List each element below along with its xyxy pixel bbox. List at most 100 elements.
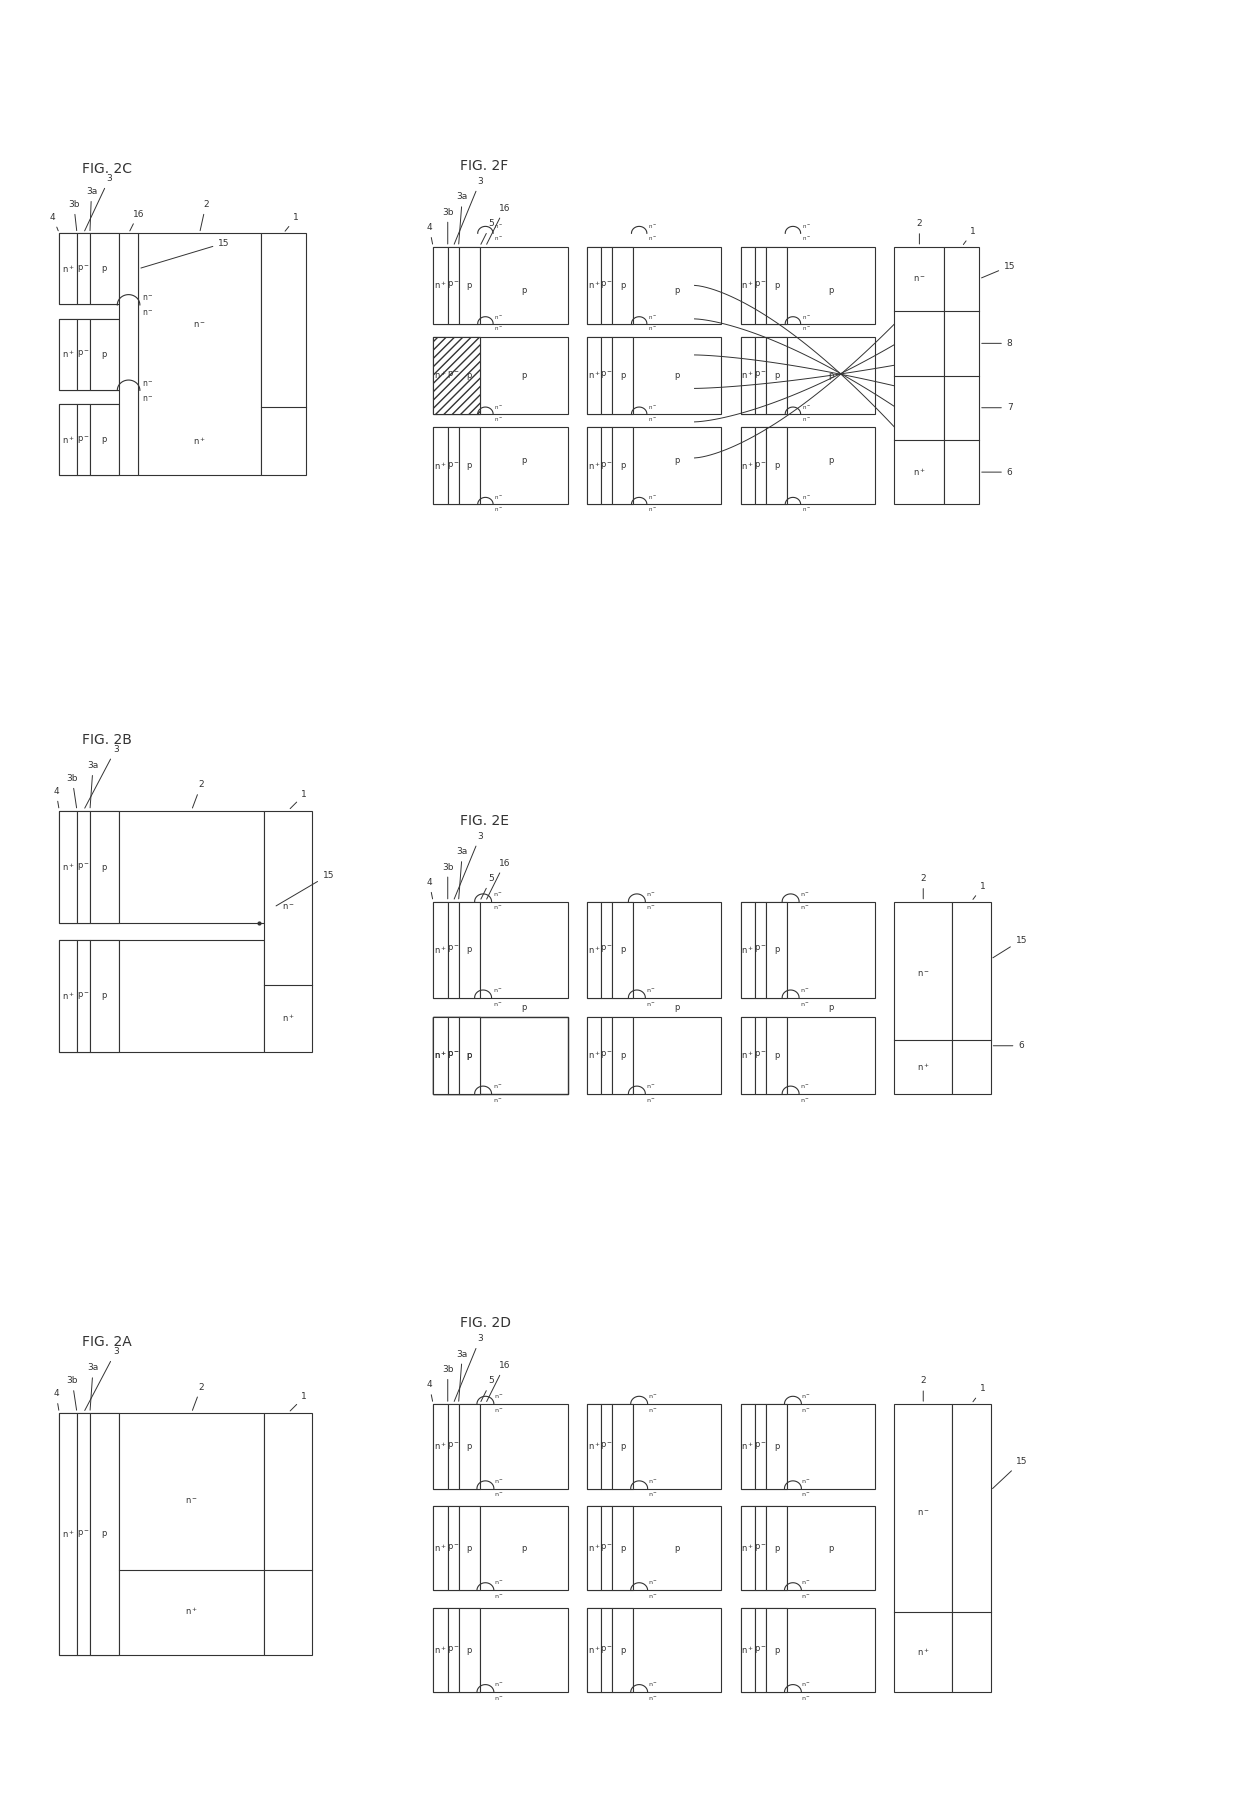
Bar xyxy=(613,901,634,998)
Bar xyxy=(480,1607,568,1692)
Text: n$^-$: n$^-$ xyxy=(801,1492,811,1500)
Text: n$^-$: n$^-$ xyxy=(649,315,657,322)
Bar xyxy=(433,336,480,414)
Bar xyxy=(60,1413,77,1654)
Text: n$^-$: n$^-$ xyxy=(492,1082,502,1091)
Text: 4: 4 xyxy=(427,223,433,245)
Text: 2: 2 xyxy=(192,1383,203,1410)
Text: p$^-$: p$^-$ xyxy=(77,263,89,275)
Text: p: p xyxy=(466,370,471,379)
Bar xyxy=(740,428,755,503)
Text: n$^-$: n$^-$ xyxy=(494,1593,503,1602)
Text: n$^-$: n$^-$ xyxy=(647,1593,657,1602)
Text: 16: 16 xyxy=(130,210,144,230)
Text: p: p xyxy=(466,1442,471,1451)
Text: n$^-$: n$^-$ xyxy=(495,325,503,333)
Bar xyxy=(740,1018,755,1093)
Text: p$^-$: p$^-$ xyxy=(446,1440,460,1453)
Bar xyxy=(894,246,945,503)
Bar xyxy=(433,1018,480,1093)
Text: n$^-$: n$^-$ xyxy=(802,315,811,322)
Text: 15: 15 xyxy=(992,1456,1027,1489)
Text: p: p xyxy=(828,286,833,295)
Text: n$^+$: n$^+$ xyxy=(742,944,754,955)
Text: n$^-$: n$^-$ xyxy=(801,1580,811,1588)
Bar xyxy=(60,940,119,1052)
Bar xyxy=(448,901,459,998)
Bar xyxy=(433,246,448,324)
Bar xyxy=(480,901,568,998)
Text: n$^-$: n$^-$ xyxy=(494,1492,503,1500)
Bar xyxy=(634,1404,722,1489)
Text: n$^-$: n$^-$ xyxy=(649,405,657,412)
Text: 5: 5 xyxy=(481,219,494,245)
Bar xyxy=(433,336,448,414)
Text: n$^+$: n$^+$ xyxy=(62,991,74,1001)
Bar xyxy=(60,405,77,475)
Text: n$^-$: n$^-$ xyxy=(494,1393,503,1401)
Text: n$^+$: n$^+$ xyxy=(434,1440,446,1453)
Bar xyxy=(740,901,787,998)
Bar xyxy=(91,940,119,1052)
Text: 3b: 3b xyxy=(441,863,454,899)
Text: 3b: 3b xyxy=(441,207,454,245)
Bar xyxy=(740,336,787,414)
Text: 3a: 3a xyxy=(456,192,467,245)
Text: p$^-$: p$^-$ xyxy=(77,861,89,872)
Bar xyxy=(459,1507,480,1591)
Text: p: p xyxy=(774,1645,779,1654)
Text: n$^+$: n$^+$ xyxy=(916,1647,930,1658)
Text: n$^-$: n$^-$ xyxy=(802,507,811,514)
Text: n$^+$: n$^+$ xyxy=(62,1528,74,1539)
Bar xyxy=(459,1018,480,1093)
Bar xyxy=(587,901,601,998)
Text: n$^-$: n$^-$ xyxy=(646,1082,656,1091)
Text: n$^-$: n$^-$ xyxy=(646,1001,656,1009)
Bar xyxy=(77,318,91,390)
Text: n$^+$: n$^+$ xyxy=(434,1050,446,1061)
Text: 7: 7 xyxy=(982,403,1013,412)
Bar xyxy=(459,1404,480,1489)
Text: n$^-$: n$^-$ xyxy=(492,1097,502,1104)
Text: p$^-$: p$^-$ xyxy=(754,279,768,291)
Text: p$^-$: p$^-$ xyxy=(754,1440,768,1453)
Text: p: p xyxy=(828,1544,833,1553)
Bar xyxy=(433,1018,448,1093)
Bar xyxy=(77,405,91,475)
Bar xyxy=(480,1018,568,1093)
Bar xyxy=(740,1018,787,1093)
Text: p$^-$: p$^-$ xyxy=(446,370,460,381)
Text: 5: 5 xyxy=(481,874,494,899)
Bar xyxy=(634,1607,722,1692)
Text: p: p xyxy=(521,286,526,295)
Text: 3a: 3a xyxy=(86,187,97,230)
Text: p$^-$: p$^-$ xyxy=(600,944,614,955)
Bar xyxy=(587,336,601,414)
Text: n$^-$: n$^-$ xyxy=(281,903,295,912)
Bar xyxy=(601,901,613,998)
Bar xyxy=(787,336,875,414)
Text: 3: 3 xyxy=(454,176,482,245)
Bar xyxy=(787,428,875,503)
Bar xyxy=(433,1607,480,1692)
Text: p$^-$: p$^-$ xyxy=(754,944,768,955)
Bar xyxy=(740,1404,787,1489)
Text: p: p xyxy=(466,462,471,471)
Text: n$^-$: n$^-$ xyxy=(141,379,154,388)
Text: p$^-$: p$^-$ xyxy=(600,279,614,291)
Bar xyxy=(91,234,119,304)
Text: n$^-$: n$^-$ xyxy=(495,315,503,322)
Bar xyxy=(433,901,480,998)
Text: p$^-$: p$^-$ xyxy=(754,1643,768,1656)
Text: n$^-$: n$^-$ xyxy=(495,494,503,502)
Text: p$^-$: p$^-$ xyxy=(446,279,460,291)
Text: n$^-$: n$^-$ xyxy=(802,325,811,333)
Text: n$^+$: n$^+$ xyxy=(588,370,600,381)
Text: n$^-$: n$^-$ xyxy=(141,309,154,318)
Text: FIG. 2B: FIG. 2B xyxy=(82,732,131,746)
Text: p: p xyxy=(774,946,779,955)
Text: n$^-$: n$^-$ xyxy=(495,236,503,243)
Bar xyxy=(480,1404,568,1489)
Text: 4: 4 xyxy=(427,877,433,899)
Bar xyxy=(91,1413,119,1654)
